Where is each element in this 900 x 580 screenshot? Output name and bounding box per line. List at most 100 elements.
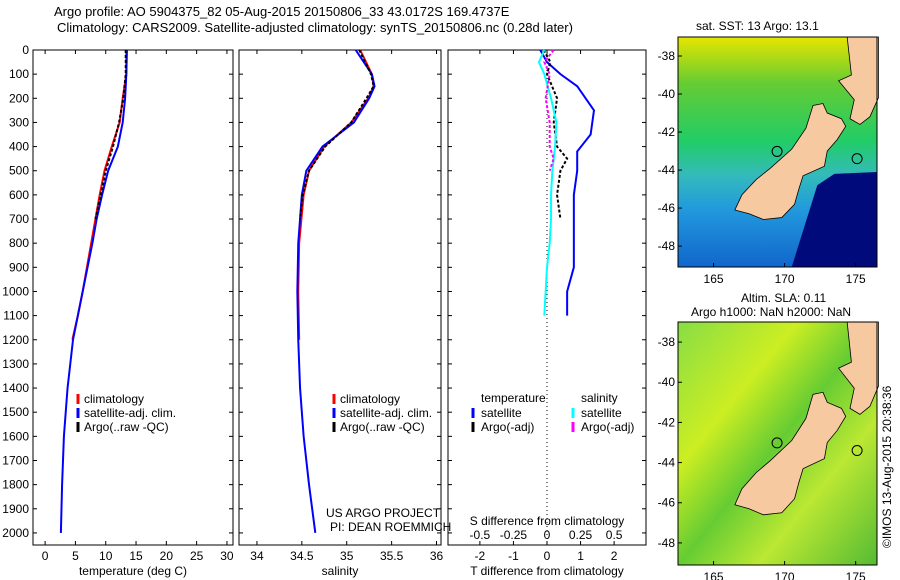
series-climatology	[71, 50, 128, 340]
title-line-1: Argo profile: AO 5904375_82 05-Aug-2015 …	[54, 4, 510, 19]
y-tick-label: 1400	[2, 381, 29, 395]
series-argo-raw-qc-	[94, 50, 127, 220]
y-tick-label: 2000	[2, 526, 29, 540]
x-tick-label: 5	[72, 549, 79, 563]
map-x-tick-label: 175	[846, 570, 866, 580]
x-tick-label: 36	[430, 549, 444, 563]
series-t-argo-adj-	[542, 49, 569, 220]
y-tick-label: 1200	[2, 333, 29, 347]
cold-water-region	[791, 171, 877, 267]
series-satellite-adj-clim-	[59, 49, 128, 533]
y-tick-label: 500	[9, 164, 29, 178]
y-tick-label: 1800	[2, 478, 29, 492]
map-y-tick-label: -38	[658, 49, 676, 63]
series-s-argo-adj-	[543, 49, 555, 172]
legend-header: salinity	[581, 391, 618, 405]
x-tick-label: 20	[160, 549, 174, 563]
x-tick-label: 2	[611, 549, 618, 563]
secondary-marker	[851, 445, 863, 457]
sla-field	[678, 322, 877, 565]
map-y-tick-label: -48	[658, 239, 676, 253]
sla-map-title-1: Altim. SLA: 0.11	[741, 291, 827, 305]
credit-project: US ARGO PROJECT	[326, 506, 441, 520]
legend-label: satellite	[481, 406, 522, 420]
map-y-tick-label: -42	[658, 125, 676, 139]
map-x-tick-label: 165	[704, 570, 724, 580]
x-tick-label: 30	[220, 549, 234, 563]
legend-label: satellite	[581, 406, 622, 420]
x-axis-label: T difference from climatology	[470, 564, 624, 578]
map-y-tick-label: -44	[658, 163, 676, 177]
s-tick-label: -0.5	[470, 528, 491, 542]
x-tick-label: -2	[475, 549, 486, 563]
x-tick-label: 15	[129, 549, 143, 563]
sla-map	[677, 321, 879, 566]
y-tick-label: 300	[9, 115, 29, 129]
x-tick-label: 0	[42, 549, 49, 563]
map-x-tick-label: 170	[775, 272, 795, 286]
y-tick-label: 1900	[2, 502, 29, 516]
legend-label: Argo(-adj)	[481, 420, 534, 434]
y-tick-label: 100	[9, 67, 29, 81]
title-line-2: Climatology: CARS2009. Satellite-adjuste…	[57, 20, 573, 35]
x-tick-label: 25	[190, 549, 204, 563]
map-y-tick-label: -42	[658, 415, 676, 429]
series-climatology	[297, 49, 375, 340]
map-frame	[677, 36, 878, 268]
map-y-tick-label: -48	[658, 536, 676, 550]
y-tick-label: 1300	[2, 357, 29, 371]
y-tick-label: 1100	[3, 309, 29, 323]
salinity-axes-box	[238, 49, 442, 546]
series-satellite-adj-clim-	[296, 49, 376, 534]
x-tick-label: -1	[508, 549, 519, 563]
map-y-tick-label: -46	[658, 496, 676, 510]
x-axis-label: temperature (deg C)	[79, 564, 187, 578]
legend-label: Argo(-adj)	[581, 420, 634, 434]
legend-header: temperature	[481, 391, 546, 405]
map-y-tick-label: -40	[658, 87, 676, 101]
series-argo-raw-qc-	[299, 49, 375, 220]
x-tick-label: 1	[577, 549, 584, 563]
y-tick-label: 200	[9, 91, 29, 105]
secondary-marker	[851, 153, 863, 165]
s-tick-label: 0.5	[606, 528, 623, 542]
map-y-tick-label: -46	[658, 201, 676, 215]
series-s-satellite	[537, 49, 558, 316]
map-y-tick-label: -40	[658, 375, 676, 389]
south-island	[734, 103, 847, 220]
sst-map-title: sat. SST: 13 Argo: 13.1	[696, 19, 819, 33]
map-x-tick-label: 165	[704, 272, 724, 286]
x-tick-label: 35.5	[380, 549, 404, 563]
map-y-tick-label: -44	[658, 456, 676, 470]
legend-label: Argo(..raw -QC)	[340, 420, 425, 434]
legend-label: Argo(..raw -QC)	[84, 420, 169, 434]
map-y-tick-label: -38	[658, 335, 676, 349]
x-tick-label: 34.5	[290, 549, 314, 563]
map-x-tick-label: 170	[775, 570, 795, 580]
temperature-axes-box	[32, 49, 234, 546]
y-tick-label: 800	[9, 236, 29, 250]
argo-position-marker	[771, 145, 783, 157]
south-island	[734, 391, 847, 516]
legend-label: satellite-adj. clim.	[84, 406, 176, 420]
sst-map	[677, 36, 879, 268]
legend-label: climatology	[84, 392, 144, 406]
y-tick-label: 1600	[2, 429, 29, 443]
legend-label: climatology	[340, 392, 400, 406]
x-tick-label: 34	[250, 549, 264, 563]
s-tick-label: 0.25	[569, 528, 593, 542]
argo-position-marker	[771, 437, 783, 449]
series-t-satellite	[539, 49, 596, 316]
x-tick-label: 10	[99, 549, 113, 563]
x-tick-label: 35	[340, 549, 354, 563]
y-tick-label: 1000	[2, 284, 29, 298]
y-tick-label: 900	[9, 260, 29, 274]
credit-pi: PI: DEAN ROEMMICH	[330, 520, 452, 534]
legend-label: satellite-adj. clim.	[340, 406, 432, 420]
y-tick-label: 1500	[2, 405, 29, 419]
y-tick-label: 600	[9, 188, 29, 202]
x-axis-label: salinity	[322, 564, 359, 578]
y-tick-label: 0	[22, 43, 29, 57]
